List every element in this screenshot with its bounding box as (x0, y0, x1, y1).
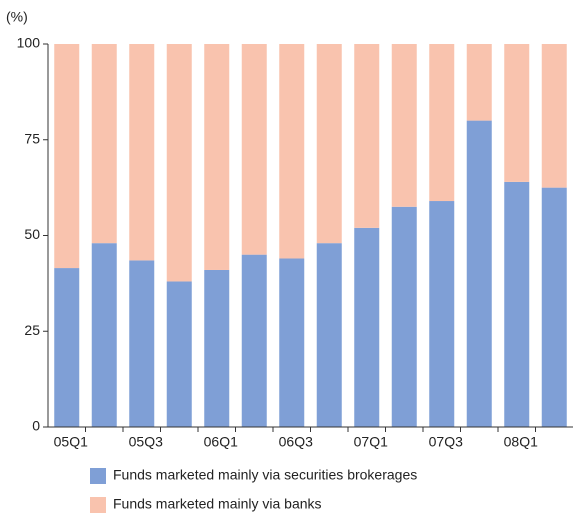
bar-segment (241, 254, 267, 427)
y-axis-label: (%) (6, 9, 28, 25)
bar-segment (541, 44, 567, 188)
x-tick-label: 07Q3 (429, 434, 463, 450)
bar-segment (166, 281, 192, 427)
bar-segment (204, 44, 230, 270)
y-tick-label: 75 (24, 130, 40, 146)
bar-segment (91, 243, 117, 427)
bar-segment (241, 44, 267, 255)
bar-segment (54, 268, 80, 427)
x-tick-label: 06Q3 (279, 434, 313, 450)
bar-segment (54, 44, 80, 269)
y-tick-label: 0 (32, 418, 40, 434)
bar-segment (91, 44, 117, 244)
bar-segment (466, 44, 492, 121)
bar-segment (429, 44, 455, 202)
bar-segment (129, 260, 155, 427)
x-tick-label: 05Q3 (129, 434, 163, 450)
bar-segment (466, 120, 492, 427)
y-tick-label: 25 (24, 322, 40, 338)
x-tick-label: 08Q1 (504, 434, 538, 450)
x-tick-label: 06Q1 (204, 434, 238, 450)
bar-segment (391, 44, 417, 207)
x-tick-label: 05Q1 (54, 434, 88, 450)
bar-segment (279, 258, 305, 427)
bar-segment (541, 187, 567, 427)
x-tick-label: 07Q1 (354, 434, 388, 450)
legend-label: Funds marketed mainly via securities bro… (113, 467, 417, 483)
legend-label: Funds marketed mainly via banks (113, 496, 322, 512)
bar-segment (316, 44, 342, 244)
bar-segment (354, 227, 380, 427)
bar-segment (279, 44, 305, 259)
bar-segment (354, 44, 380, 228)
y-tick-label: 50 (24, 226, 40, 242)
y-tick-label: 100 (17, 35, 41, 51)
bar-segment (166, 44, 192, 282)
bar-segment (204, 269, 230, 427)
bar-segment (429, 201, 455, 427)
bar-segment (316, 243, 342, 427)
bar-segment (504, 181, 530, 427)
bar-segment (129, 44, 155, 261)
bar-segment (504, 44, 530, 182)
bar-segment (391, 206, 417, 427)
legend-swatch (90, 497, 106, 513)
legend-swatch (90, 468, 106, 484)
